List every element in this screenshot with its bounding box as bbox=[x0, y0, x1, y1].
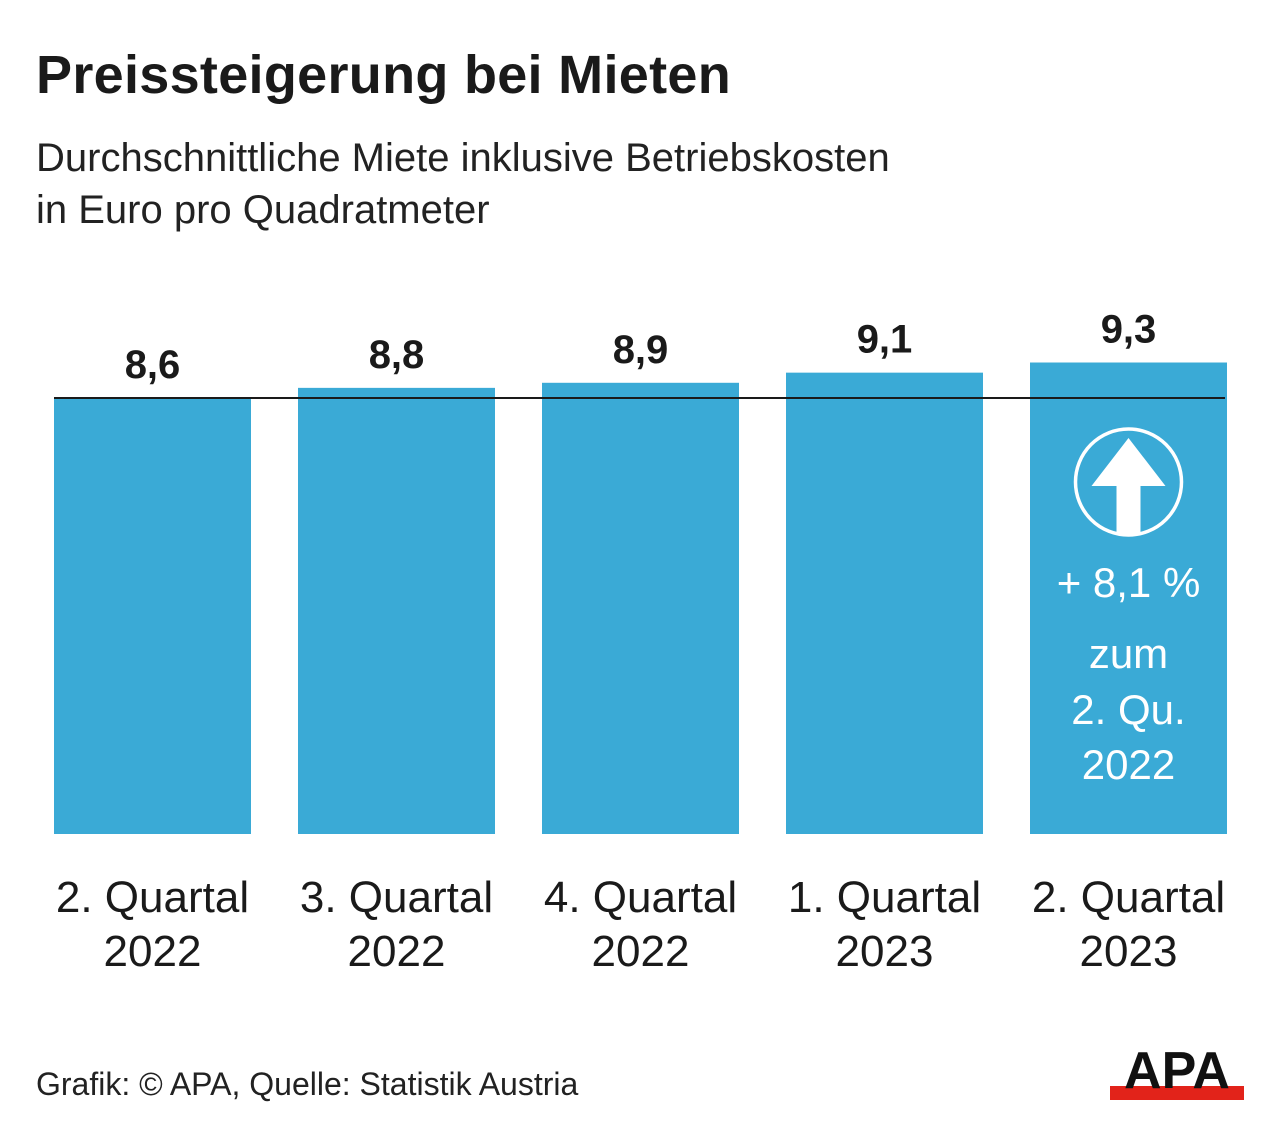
category-label: 2022 bbox=[348, 927, 446, 976]
annotation-text: zum bbox=[1089, 630, 1168, 677]
bar bbox=[542, 382, 739, 834]
arrow-up-circle-icon bbox=[1073, 427, 1184, 537]
data-label: 8,9 bbox=[613, 328, 669, 372]
bar bbox=[786, 372, 983, 834]
category-label: 2023 bbox=[836, 927, 934, 976]
category-label: 2023 bbox=[1080, 927, 1178, 976]
annotation-text: 2022 bbox=[1082, 741, 1175, 788]
apa-logo: APA bbox=[1110, 1044, 1244, 1100]
category-label: 2022 bbox=[104, 927, 202, 976]
annotation-text: 2. Qu. bbox=[1071, 686, 1185, 733]
data-label: 9,1 bbox=[857, 318, 913, 362]
chart-subtitle: Durchschnittliche Miete inklusive Betrie… bbox=[36, 132, 890, 236]
source-note: Grafik: © APA, Quelle: Statistik Austria bbox=[36, 1066, 579, 1102]
category-label: 4. Quartal bbox=[544, 873, 737, 922]
data-label: 8,6 bbox=[125, 343, 181, 387]
data-label: 9,3 bbox=[1101, 308, 1157, 352]
category-label: 1. Quartal bbox=[788, 873, 981, 922]
category-label: 3. Quartal bbox=[300, 873, 493, 922]
category-label: 2. Quartal bbox=[1032, 873, 1225, 922]
bar bbox=[298, 387, 495, 834]
annotation-text: + 8,1 % bbox=[1057, 559, 1201, 606]
bar bbox=[54, 398, 251, 834]
logo-text: APA bbox=[1124, 1044, 1230, 1100]
category-label: 2022 bbox=[592, 927, 690, 976]
arrow-up-icon bbox=[1091, 438, 1166, 534]
category-label: 2. Quartal bbox=[56, 873, 249, 922]
chart-title: Preissteigerung bei Mieten bbox=[36, 45, 731, 105]
subtitle-line-1: Durchschnittliche Miete inklusive Betrie… bbox=[36, 136, 890, 180]
data-label: 8,8 bbox=[369, 333, 425, 377]
subtitle-line-2: in Euro pro Quadratmeter bbox=[36, 188, 490, 232]
